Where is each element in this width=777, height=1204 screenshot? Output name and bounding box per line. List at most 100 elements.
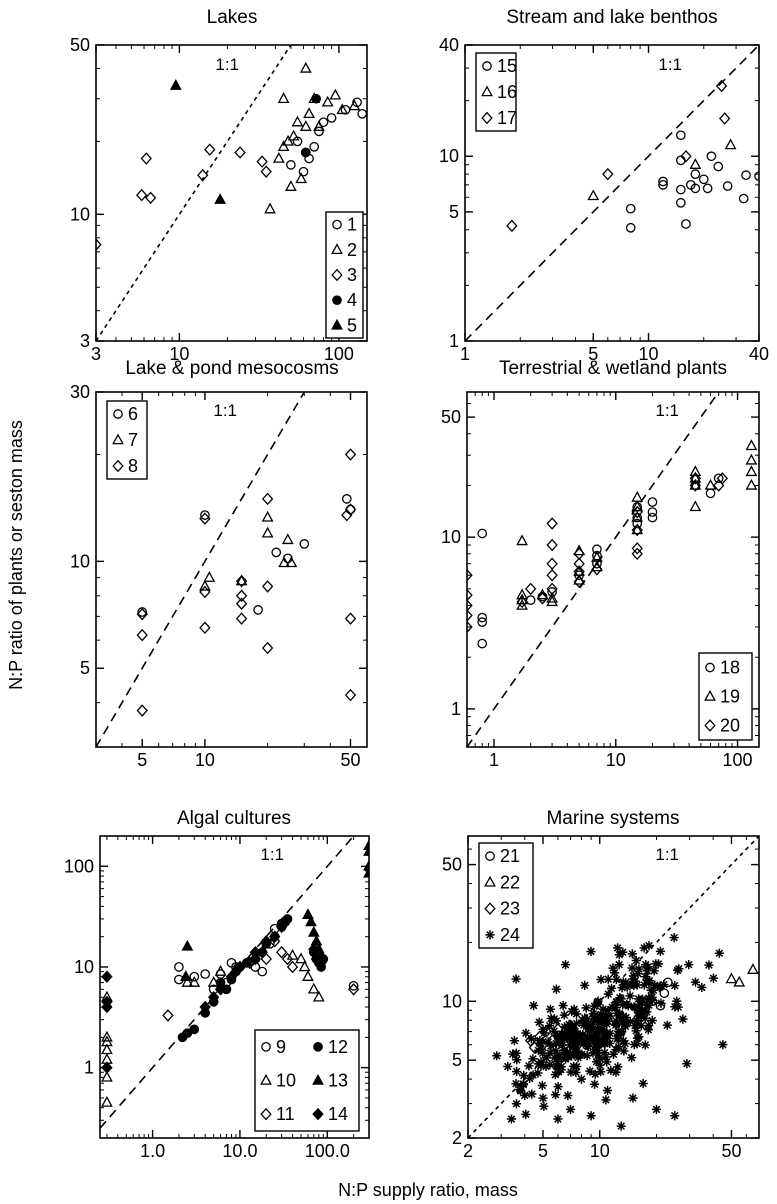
x-tick-label: 5 bbox=[137, 750, 147, 770]
data-point bbox=[348, 980, 359, 991]
legend-entry-8: 8 bbox=[112, 456, 138, 476]
legend-marker bbox=[331, 243, 343, 255]
data-point bbox=[467, 609, 473, 622]
data-point bbox=[200, 510, 210, 520]
data-point bbox=[649, 966, 659, 976]
y-tick-label: 3 bbox=[80, 331, 90, 351]
data-point bbox=[536, 1044, 546, 1054]
x-tick-label: 10 bbox=[590, 1141, 610, 1161]
legend-entry-2: 2 bbox=[331, 240, 357, 260]
y-tick-label: 10 bbox=[70, 551, 90, 571]
legend-marker bbox=[482, 61, 492, 71]
data-point bbox=[631, 542, 643, 555]
data-point bbox=[631, 955, 641, 966]
data-point bbox=[256, 155, 268, 168]
y-tick-label: 2 bbox=[452, 1128, 462, 1148]
data-point bbox=[631, 1026, 641, 1036]
legend-marker bbox=[313, 1041, 323, 1052]
y-axis-label: N:P ratio of plants or seston mass bbox=[6, 420, 26, 690]
x-tick-label: 1.0 bbox=[140, 1141, 165, 1161]
x-tick-label: 3 bbox=[91, 344, 101, 364]
data-point bbox=[681, 219, 691, 229]
legend-label: 1 bbox=[347, 215, 357, 235]
data-point bbox=[629, 1002, 639, 1012]
data-point bbox=[647, 497, 658, 507]
one-to-one-line bbox=[96, 45, 292, 341]
data-point bbox=[588, 1009, 598, 1019]
data-point bbox=[590, 1069, 600, 1079]
data-point bbox=[199, 621, 211, 635]
data-point bbox=[144, 191, 157, 205]
data-point bbox=[698, 174, 709, 185]
data-point bbox=[602, 1057, 612, 1067]
legend-box bbox=[478, 842, 534, 949]
data-point bbox=[546, 595, 559, 607]
x-tick-label: 100.0 bbox=[305, 1141, 350, 1161]
data-point bbox=[308, 942, 320, 956]
data-point bbox=[260, 952, 272, 966]
data-point bbox=[188, 976, 201, 987]
data-point bbox=[235, 589, 248, 603]
data-point bbox=[603, 1033, 613, 1043]
data-point bbox=[516, 588, 528, 600]
data-point bbox=[357, 108, 367, 119]
data-point bbox=[567, 1006, 577, 1017]
data-point bbox=[573, 544, 586, 556]
legend-marker bbox=[481, 111, 493, 125]
data-point bbox=[96, 238, 102, 251]
data-point bbox=[689, 478, 702, 490]
data-point bbox=[586, 1111, 596, 1121]
data-point bbox=[135, 188, 148, 202]
legend-label: 24 bbox=[500, 925, 520, 945]
data-point bbox=[566, 1067, 576, 1077]
data-point bbox=[506, 219, 518, 233]
data-point bbox=[348, 99, 361, 111]
data-point bbox=[632, 518, 643, 529]
data-point bbox=[702, 183, 713, 194]
data-point bbox=[611, 997, 621, 1007]
data-point bbox=[559, 1010, 569, 1020]
data-point bbox=[592, 1024, 603, 1034]
data-point bbox=[738, 193, 749, 204]
data-point bbox=[564, 1019, 574, 1029]
data-point bbox=[174, 962, 184, 972]
data-point bbox=[675, 155, 686, 166]
series-12 bbox=[177, 914, 329, 1043]
data-point bbox=[589, 1011, 599, 1021]
data-point bbox=[697, 982, 707, 993]
data-point bbox=[525, 595, 536, 605]
data-point bbox=[302, 908, 314, 920]
data-point bbox=[642, 966, 652, 976]
one-to-one-label: 1:1 bbox=[655, 401, 679, 420]
data-point bbox=[299, 61, 312, 73]
data-point bbox=[321, 95, 334, 107]
data-point bbox=[556, 1065, 566, 1075]
plot-frame bbox=[95, 391, 368, 748]
data-point bbox=[234, 146, 246, 159]
data-point bbox=[545, 1060, 555, 1070]
legend: 6 7 8 bbox=[106, 400, 148, 480]
data-point bbox=[545, 1048, 555, 1058]
data-point bbox=[271, 547, 282, 558]
series-5 bbox=[169, 79, 227, 204]
data-point bbox=[602, 1085, 613, 1096]
data-point bbox=[658, 180, 668, 190]
data-point bbox=[630, 976, 640, 986]
data-point bbox=[594, 1053, 604, 1063]
data-point bbox=[101, 1000, 113, 1014]
legend-entry-13: 13 bbox=[312, 1071, 348, 1091]
data-point bbox=[511, 1048, 521, 1058]
data-point bbox=[583, 1041, 593, 1052]
one-to-one-line bbox=[465, 45, 759, 341]
data-point bbox=[551, 1038, 561, 1049]
legend-marker bbox=[484, 902, 496, 915]
data-point bbox=[569, 1047, 580, 1057]
axis-ticks bbox=[467, 835, 760, 1139]
data-point bbox=[341, 494, 352, 504]
data-point bbox=[582, 1051, 592, 1061]
data-point bbox=[611, 974, 621, 985]
data-point bbox=[524, 582, 537, 596]
data-point bbox=[526, 1034, 537, 1044]
data-point bbox=[521, 1028, 531, 1038]
data-point bbox=[235, 574, 248, 586]
